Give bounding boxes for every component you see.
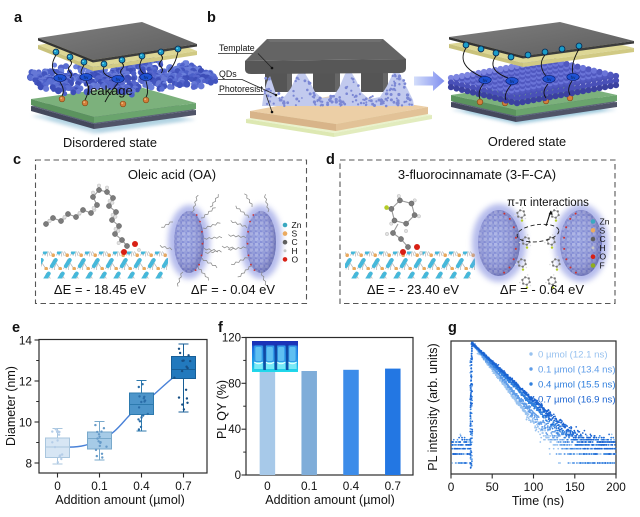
svg-text:40: 40: [228, 424, 241, 436]
svg-text:0: 0: [235, 470, 241, 482]
svg-text:8: 8: [25, 456, 32, 470]
svg-text:Zn: Zn: [600, 217, 610, 227]
svg-text:Oleic acid (OA): Oleic acid (OA): [128, 167, 216, 182]
svg-text:f: f: [218, 320, 223, 336]
svg-text:12: 12: [19, 374, 32, 388]
svg-text:hv: hv: [58, 76, 64, 81]
svg-text:hv: hv: [510, 79, 516, 84]
svg-text:Time (ns): Time (ns): [512, 494, 564, 508]
svg-text:0.4 µmol (15.5 ns): 0.4 µmol (15.5 ns): [538, 380, 616, 391]
svg-text:π-π interactions: π-π interactions: [507, 197, 589, 209]
svg-text:C: C: [292, 237, 298, 247]
svg-text:S: S: [600, 225, 606, 235]
svg-text:0.4: 0.4: [133, 479, 150, 493]
svg-text:ΔE = - 18.45 eV: ΔE = - 18.45 eV: [54, 282, 146, 297]
svg-text:c: c: [13, 152, 21, 168]
svg-text:0.7 µmol (16.9 ns): 0.7 µmol (16.9 ns): [538, 395, 616, 406]
svg-text:d: d: [326, 152, 335, 168]
svg-text:leakage: leakage: [87, 83, 133, 98]
svg-text:H: H: [292, 246, 298, 256]
svg-text:0.1: 0.1: [301, 479, 317, 493]
svg-text:ΔF = - 0.64 eV: ΔF = - 0.64 eV: [500, 282, 585, 297]
svg-text:150: 150: [565, 480, 585, 494]
svg-text:hv: hv: [483, 78, 489, 83]
svg-text:ΔF = - 0.04 eV: ΔF = - 0.04 eV: [191, 282, 276, 297]
svg-text:PL intensity (arb. units): PL intensity (arb. units): [426, 343, 440, 470]
svg-text:PL QY (%): PL QY (%): [215, 380, 229, 439]
svg-text:O: O: [600, 252, 607, 262]
svg-text:e: e: [12, 320, 20, 336]
svg-text:Disordered state: Disordered state: [63, 135, 157, 150]
svg-text:10: 10: [19, 415, 33, 429]
svg-text:Zn: Zn: [292, 220, 302, 230]
svg-text:0.1: 0.1: [91, 479, 107, 493]
svg-text:hv: hv: [571, 75, 577, 80]
svg-text:0.4: 0.4: [343, 479, 360, 493]
svg-text:50: 50: [486, 480, 500, 494]
svg-text:0.1 µmol (13.4 ns): 0.1 µmol (13.4 ns): [538, 365, 616, 376]
svg-text:14: 14: [19, 333, 33, 347]
svg-text:Template: Template: [219, 43, 255, 53]
svg-text:Addition amount (µmol): Addition amount (µmol): [55, 493, 184, 507]
svg-text:b: b: [207, 10, 216, 26]
svg-text:200: 200: [606, 480, 626, 494]
svg-text:a: a: [14, 10, 23, 26]
svg-text:ΔE = - 23.40 eV: ΔE = - 23.40 eV: [367, 282, 459, 297]
svg-text:3-fluorocinnamate (3-F-CA): 3-fluorocinnamate (3-F-CA): [398, 167, 556, 182]
svg-text:g: g: [448, 320, 457, 336]
svg-text:hv: hv: [547, 77, 553, 82]
svg-text:0 µmol (12.1 ns): 0 µmol (12.1 ns): [538, 350, 608, 361]
svg-text:Photoresist: Photoresist: [219, 84, 264, 94]
svg-text:F: F: [600, 261, 605, 271]
svg-text:0: 0: [54, 479, 61, 493]
svg-text:hv: hv: [116, 77, 122, 82]
svg-text:H: H: [600, 243, 606, 253]
svg-text:80: 80: [228, 378, 241, 390]
svg-text:C: C: [600, 234, 606, 244]
svg-text:Addition amount (µmol): Addition amount (µmol): [265, 493, 394, 507]
svg-text:120: 120: [222, 333, 241, 345]
svg-text:O: O: [292, 254, 299, 264]
svg-text:0.7: 0.7: [385, 479, 401, 493]
svg-text:Diameter (nm): Diameter (nm): [4, 366, 18, 446]
svg-text:hv: hv: [84, 75, 90, 80]
svg-text:0: 0: [448, 480, 455, 494]
svg-text:Ordered state: Ordered state: [488, 134, 566, 149]
svg-text:QDs: QDs: [219, 69, 237, 79]
svg-text:hv: hv: [144, 75, 150, 80]
svg-text:0.7: 0.7: [175, 479, 191, 493]
svg-text:100: 100: [524, 480, 544, 494]
svg-text:0: 0: [264, 479, 271, 493]
svg-text:S: S: [292, 229, 298, 239]
